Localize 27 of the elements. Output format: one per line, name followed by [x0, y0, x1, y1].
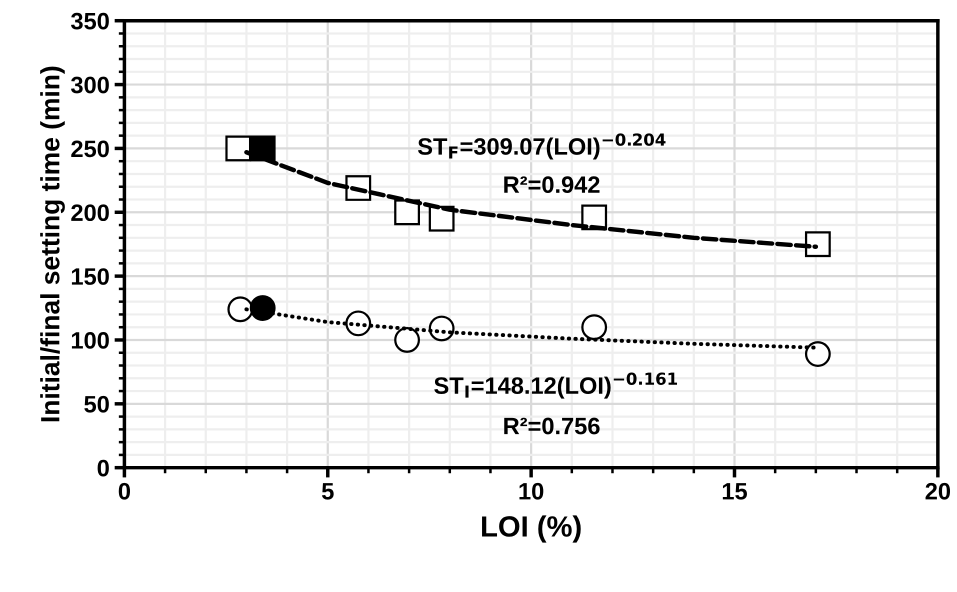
point [581, 314, 608, 340]
annotation: R²=0.756 [504, 418, 600, 434]
y-tick-label: 200 [71, 204, 109, 222]
point [225, 136, 252, 162]
annotation: ST$_{I}$=148.12(LOI)$^{−0.161}$ [434, 372, 678, 399]
x-tick-label: 15 [722, 483, 747, 500]
y-tick-label: 0 [98, 460, 109, 476]
x-axis-title: LOI (%) [482, 515, 581, 543]
point [394, 327, 420, 353]
y-tick-label: 300 [70, 76, 109, 94]
point [250, 295, 276, 321]
x-tick-label: 20 [926, 482, 950, 500]
y-tick-label: 150 [72, 268, 109, 285]
y-tick-label: 100 [72, 332, 109, 349]
y-tick-label: 50 [84, 396, 109, 413]
y-tick-label: 350 [70, 12, 109, 30]
point [345, 310, 372, 336]
x-tick-label: 0 [118, 482, 130, 500]
x-tick-label: 10 [519, 482, 544, 500]
point [227, 296, 254, 322]
annotation: R²=0.942 [504, 176, 600, 194]
annotation: ST$_{F}$=309.07(LOI)$^{−0.204}$ [418, 133, 666, 160]
y-tick-label: 250 [71, 140, 109, 158]
y-axis-title: Initial/final setting time (min) [40, 66, 65, 422]
x-tick-label: 5 [322, 483, 334, 500]
point [804, 341, 831, 367]
point [804, 231, 831, 258]
